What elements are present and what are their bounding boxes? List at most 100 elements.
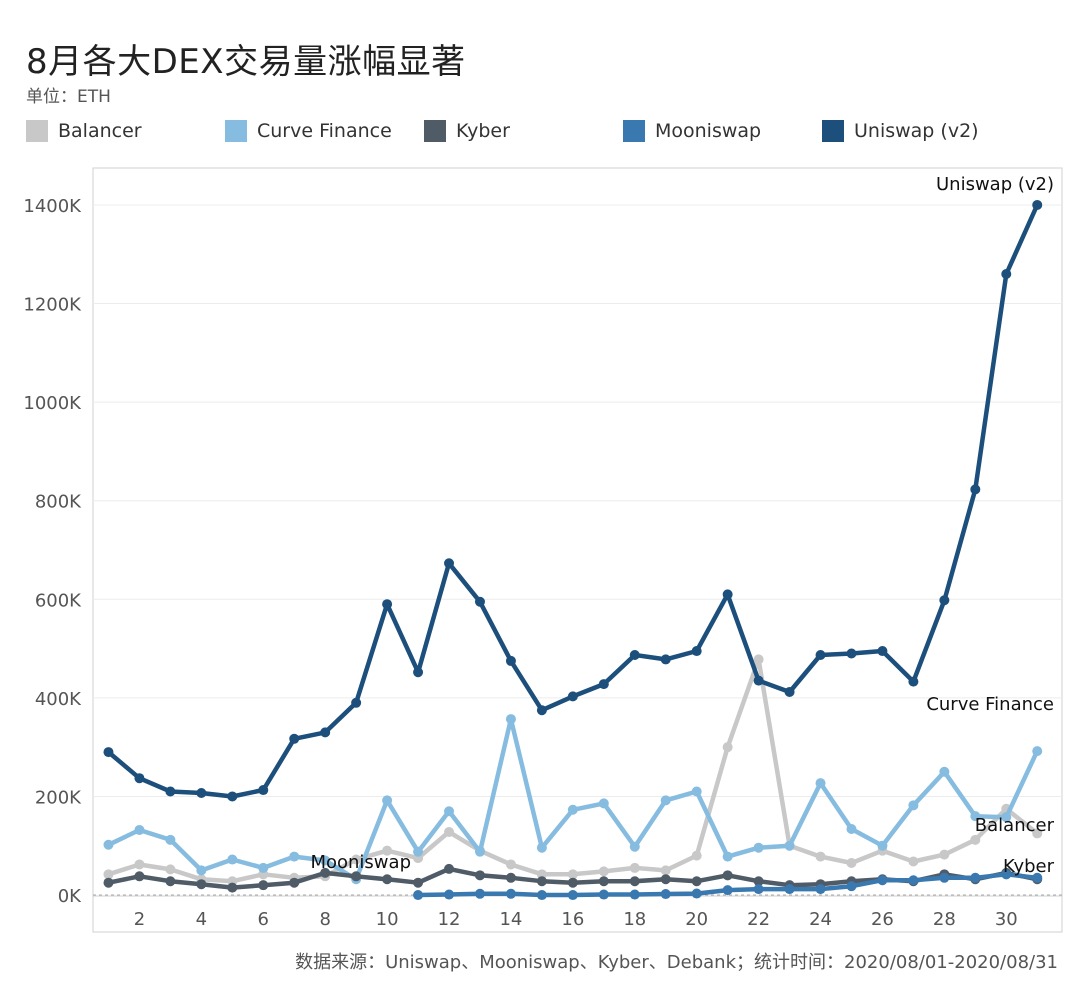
data-point-curve: [382, 795, 393, 806]
series-label-curve: Curve Finance: [926, 694, 1054, 715]
data-point-mooniswap: [722, 885, 733, 896]
data-point-kyber: [103, 877, 114, 888]
data-point-curve: [444, 806, 455, 817]
legend-label-balancer: Balancer: [58, 120, 142, 142]
y-tick-label: 400K: [35, 689, 82, 710]
data-point-balancer: [103, 869, 114, 880]
legend-swatch-curve: [225, 120, 247, 142]
data-point-kyber: [567, 877, 578, 888]
data-point-curve: [691, 786, 702, 797]
x-tick-label: 22: [747, 909, 770, 930]
legend-item-balancer[interactable]: Balancer: [26, 120, 142, 142]
data-point-kyber: [165, 876, 176, 887]
legend-swatch-mooniswap: [623, 120, 645, 142]
data-point-curve: [165, 834, 176, 845]
data-point-kyber: [629, 876, 640, 887]
data-point-curve: [753, 842, 764, 853]
series-mooniswap: [413, 869, 1043, 901]
series-uniswap: [103, 199, 1043, 802]
data-point-uniswap: [722, 589, 733, 600]
x-tick-label: 6: [258, 909, 269, 930]
data-point-curve: [474, 846, 485, 857]
data-point-curve: [784, 840, 795, 851]
data-point-mooniswap: [413, 890, 424, 901]
data-point-uniswap: [939, 595, 950, 606]
legend-swatch-uniswap: [822, 120, 844, 142]
data-source-note: 数据来源：Uniswap、Mooniswap、Kyber、Debank；统计时间…: [295, 952, 1058, 973]
data-point-mooniswap: [1001, 869, 1012, 880]
data-point-mooniswap: [970, 872, 981, 883]
data-point-balancer: [939, 849, 950, 860]
data-point-kyber: [196, 879, 207, 890]
data-point-kyber: [536, 876, 547, 887]
data-point-balancer: [691, 850, 702, 861]
data-point-mooniswap: [939, 872, 950, 883]
series-label-uniswap: Uniswap (v2): [936, 174, 1054, 195]
unit-label: 单位：ETH: [26, 87, 111, 107]
data-point-uniswap: [1001, 268, 1012, 279]
data-point-kyber: [258, 880, 269, 891]
data-point-balancer: [505, 859, 516, 870]
data-point-mooniswap: [846, 881, 857, 892]
data-point-balancer: [134, 859, 145, 870]
y-tick-label: 0K: [58, 886, 82, 907]
data-point-kyber: [474, 870, 485, 881]
data-point-uniswap: [320, 727, 331, 738]
data-point-mooniswap: [908, 875, 919, 886]
legend-item-mooniswap[interactable]: Mooniswap: [623, 120, 761, 142]
data-point-balancer: [846, 857, 857, 868]
data-point-balancer: [660, 865, 671, 876]
data-point-uniswap: [1032, 199, 1043, 210]
data-point-uniswap: [815, 649, 826, 660]
data-point-uniswap: [629, 649, 640, 660]
data-point-curve: [877, 840, 888, 851]
legend-item-kyber[interactable]: Kyber: [424, 120, 510, 142]
data-point-kyber: [289, 877, 300, 888]
data-point-uniswap: [691, 646, 702, 657]
data-point-uniswap: [413, 667, 424, 678]
data-point-balancer: [970, 834, 981, 845]
legend-label-kyber: Kyber: [456, 120, 510, 142]
data-point-curve: [908, 800, 919, 811]
data-point-mooniswap: [444, 889, 455, 900]
series-balancer: [103, 654, 1043, 887]
data-point-curve: [196, 865, 207, 876]
legend: Balancer Curve Finance Kyber Mooniswap U…: [26, 120, 1066, 146]
data-point-uniswap: [753, 675, 764, 686]
data-point-balancer: [753, 654, 764, 665]
data-point-curve: [103, 839, 114, 850]
data-point-mooniswap: [784, 884, 795, 895]
data-point-balancer: [444, 826, 455, 837]
x-tick-label: 8: [319, 909, 330, 930]
data-point-uniswap: [382, 599, 393, 610]
legend-item-uniswap[interactable]: Uniswap (v2): [822, 120, 979, 142]
y-tick-label: 1400K: [23, 196, 82, 217]
y-tick-label: 800K: [35, 492, 82, 513]
legend-item-curve[interactable]: Curve Finance: [225, 120, 392, 142]
data-point-kyber: [382, 874, 393, 885]
data-point-mooniswap: [877, 875, 888, 886]
data-point-uniswap: [567, 691, 578, 702]
data-point-kyber: [660, 874, 671, 885]
x-tick-label: 20: [685, 909, 708, 930]
y-tick-label: 1200K: [23, 295, 82, 316]
x-tick-label: 10: [376, 909, 399, 930]
data-point-balancer: [567, 869, 578, 880]
data-point-curve: [939, 766, 950, 777]
x-tick-label: 2: [134, 909, 145, 930]
data-point-mooniswap: [815, 884, 826, 895]
data-point-curve: [536, 842, 547, 853]
data-point-uniswap: [970, 484, 981, 495]
data-point-uniswap: [444, 558, 455, 569]
data-point-uniswap: [165, 786, 176, 797]
data-point-uniswap: [289, 733, 300, 744]
data-point-mooniswap: [660, 889, 671, 900]
data-point-kyber: [227, 882, 238, 893]
x-tick-label: 16: [561, 909, 584, 930]
x-tick-label: 4: [196, 909, 207, 930]
chart-title: 8月各大DEX交易量涨幅显著: [26, 42, 466, 82]
legend-swatch-kyber: [424, 120, 446, 142]
data-point-curve: [629, 841, 640, 852]
y-tick-label: 600K: [35, 590, 82, 611]
data-point-kyber: [691, 876, 702, 887]
